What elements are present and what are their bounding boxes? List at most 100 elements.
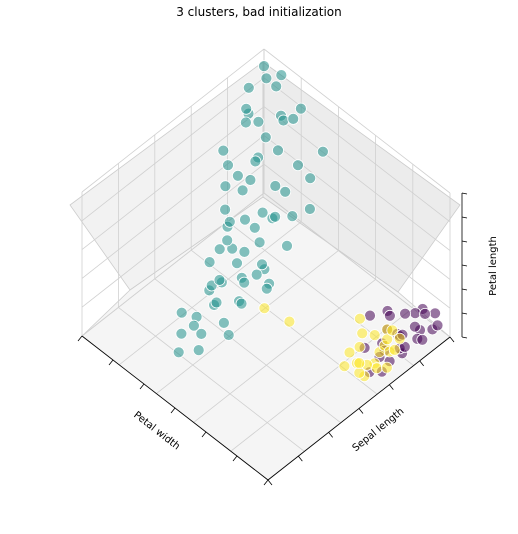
data-point-cluster-1 [238, 276, 251, 289]
z-tick [461, 264, 468, 267]
data-point-cluster-1 [221, 234, 234, 247]
data-point-cluster-1 [238, 245, 251, 258]
data-point-cluster-1 [172, 346, 185, 359]
grid-line [154, 278, 342, 424]
data-point-cluster-1 [244, 174, 257, 186]
data-point-cluster-1 [213, 274, 226, 286]
data-point-cluster-1 [222, 329, 235, 341]
z-tick [461, 336, 468, 339]
z-tick [461, 192, 468, 195]
grid-line [81, 192, 265, 337]
y-tick [389, 384, 394, 390]
data-point-cluster-1 [231, 257, 243, 270]
data-point-cluster-0 [431, 319, 444, 332]
data-point-cluster-1 [259, 131, 272, 144]
x-tick [263, 479, 269, 486]
grid-line [263, 135, 451, 280]
data-point-cluster-2 [381, 333, 394, 346]
data-point-cluster-1 [253, 236, 266, 249]
z-tick [461, 240, 468, 243]
data-point-cluster-2 [353, 312, 366, 325]
data-point-cluster-1 [217, 316, 230, 329]
data-point-cluster-1 [270, 80, 283, 93]
data-point-cluster-1 [303, 203, 316, 215]
data-point-cluster-2 [393, 332, 406, 345]
z-tick [461, 288, 468, 291]
data-point-cluster-0 [416, 333, 429, 346]
axis-ticks [77, 192, 468, 486]
data-point-cluster-1 [175, 306, 188, 319]
grid-line [81, 163, 265, 308]
data-point-cluster-2 [353, 341, 366, 353]
data-point-cluster-1 [260, 72, 273, 85]
data-point-cluster-1 [316, 145, 329, 158]
data-point-cluster-1 [258, 60, 270, 72]
data-point-cluster-1 [210, 296, 223, 309]
data-point-cluster-2 [356, 327, 369, 340]
z-tick [461, 312, 468, 315]
data-point-cluster-1 [195, 327, 208, 340]
grid-line [81, 106, 265, 250]
data-point-cluster-1 [256, 258, 268, 271]
x-tick [170, 407, 176, 414]
z-tick [461, 216, 468, 219]
data-point-cluster-1 [272, 144, 284, 157]
data-point-cluster-1 [223, 215, 236, 228]
data-point-cluster-1 [248, 221, 261, 234]
grid-line [193, 279, 376, 423]
data-point-cluster-1 [287, 113, 300, 125]
data-point-cluster-1 [236, 184, 249, 197]
data-point-cluster-0 [383, 309, 396, 322]
data-point-cluster-1 [269, 180, 282, 192]
data-point-cluster-1 [219, 203, 232, 216]
data-point-cluster-1 [269, 210, 282, 223]
grid-line [81, 77, 265, 222]
y-axis-label: Sepal length [351, 406, 407, 454]
data-point-cluster-1 [217, 144, 230, 157]
data-point-cluster-1 [187, 319, 200, 332]
data-point-cluster-2 [380, 361, 393, 374]
data-point-cluster-0 [408, 320, 421, 333]
scatter-points [172, 60, 444, 383]
data-point-cluster-1 [192, 344, 205, 357]
data-point-cluster-1 [242, 81, 255, 94]
data-point-cluster-2 [338, 360, 351, 373]
grid-line [81, 48, 265, 193]
data-point-cluster-1 [275, 69, 288, 81]
x-tick [232, 455, 238, 462]
data-point-cluster-1 [249, 155, 262, 168]
data-point-cluster-2 [283, 315, 296, 328]
grid-line [263, 106, 451, 251]
data-point-cluster-2 [353, 357, 366, 370]
data-point-cluster-1 [281, 239, 293, 252]
data-point-cluster-2 [258, 302, 271, 315]
grid-line [156, 250, 339, 394]
data-point-cluster-0 [419, 307, 431, 320]
grid-line [263, 77, 451, 223]
data-point-cluster-2 [388, 343, 401, 356]
data-point-cluster-1 [252, 115, 265, 128]
y-tick [419, 360, 424, 367]
data-point-cluster-2 [368, 329, 381, 342]
data-point-cluster-1 [240, 102, 253, 115]
grid-line [263, 163, 451, 309]
y-tick [449, 336, 455, 343]
data-point-cluster-0 [399, 307, 412, 320]
data-point-cluster-1 [213, 243, 226, 256]
data-point-cluster-1 [304, 172, 317, 185]
data-point-cluster-1 [175, 327, 188, 340]
data-point-cluster-1 [286, 210, 299, 223]
x-tick [201, 431, 207, 438]
data-point-cluster-1 [239, 213, 251, 226]
x-tick [139, 383, 145, 390]
x-tick [108, 359, 114, 366]
data-point-cluster-2 [343, 346, 356, 359]
y-tick [267, 479, 273, 486]
data-point-cluster-1 [203, 256, 216, 269]
data-point-cluster-1 [222, 159, 234, 172]
data-point-cluster-1 [250, 268, 263, 281]
data-point-cluster-0 [409, 307, 422, 320]
data-point-cluster-1 [256, 206, 269, 219]
grid-line [81, 135, 265, 279]
